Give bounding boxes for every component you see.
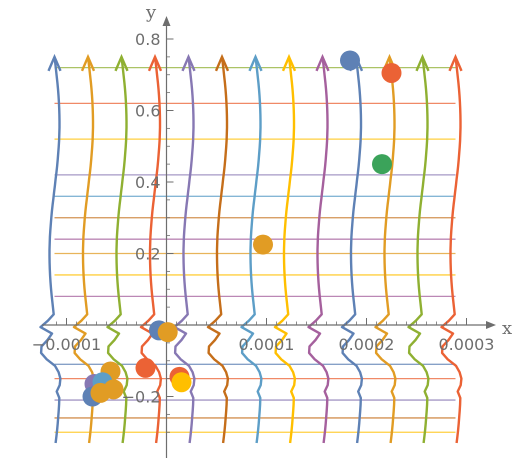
curve-chevron <box>448 53 463 72</box>
data-point <box>372 154 392 175</box>
tick-labels: −0.0001 0.0001 0.0002 0.0003 0.2 0.4 0.6 0.8 −0.… <box>32 30 495 407</box>
y-axis-label: y <box>145 2 157 23</box>
vertical-curve <box>307 56 330 444</box>
y-axis-arrow <box>162 16 171 26</box>
vertical-curve <box>240 56 263 444</box>
vertical-curve <box>39 56 62 444</box>
data-point <box>253 234 273 255</box>
x-axis-label: x <box>502 318 512 339</box>
curve-chevron <box>47 53 62 72</box>
ticks <box>56 38 467 433</box>
x-tick-label: −0.0001 <box>32 335 101 354</box>
vertical-curve <box>139 56 163 444</box>
data-point <box>340 50 360 71</box>
vertical-curve <box>340 56 364 444</box>
vertical-curve <box>374 56 397 444</box>
y-tick-label: 0.2 <box>135 245 160 264</box>
curve-chevron <box>114 53 129 72</box>
vertical-curve <box>273 56 297 444</box>
x-tick-label: 0.0002 <box>339 335 395 354</box>
x-tick-label: 0.0003 <box>439 335 495 354</box>
vertical-curve <box>206 56 230 444</box>
y-tick-label: 0.8 <box>135 30 160 49</box>
x-axis-arrow <box>486 321 496 329</box>
vertical-curve <box>407 56 430 444</box>
data-point <box>171 372 192 393</box>
curve-chevron <box>214 53 230 72</box>
curve-chevron <box>248 53 263 72</box>
x-tick-label: 0.0001 <box>239 335 295 354</box>
y-tick-label: −0.2 <box>122 388 161 407</box>
curve-chevron <box>281 53 297 72</box>
data-point <box>135 357 156 378</box>
curve-chevron <box>315 53 330 72</box>
curve-chevron <box>181 53 196 72</box>
vertical-curve <box>440 56 463 444</box>
data-point <box>381 62 402 83</box>
curve-chevron <box>415 53 430 72</box>
y-tick-label: 0.4 <box>135 173 160 192</box>
data-point <box>90 382 111 403</box>
vertical-curve <box>106 56 129 444</box>
curve-chevron <box>80 53 96 72</box>
vertical-curve <box>173 56 196 444</box>
data-points <box>82 50 402 407</box>
vertical-curves <box>39 53 463 444</box>
curve-chevron <box>147 53 163 72</box>
data-point <box>157 322 178 343</box>
y-tick-label: 0.6 <box>135 102 160 121</box>
